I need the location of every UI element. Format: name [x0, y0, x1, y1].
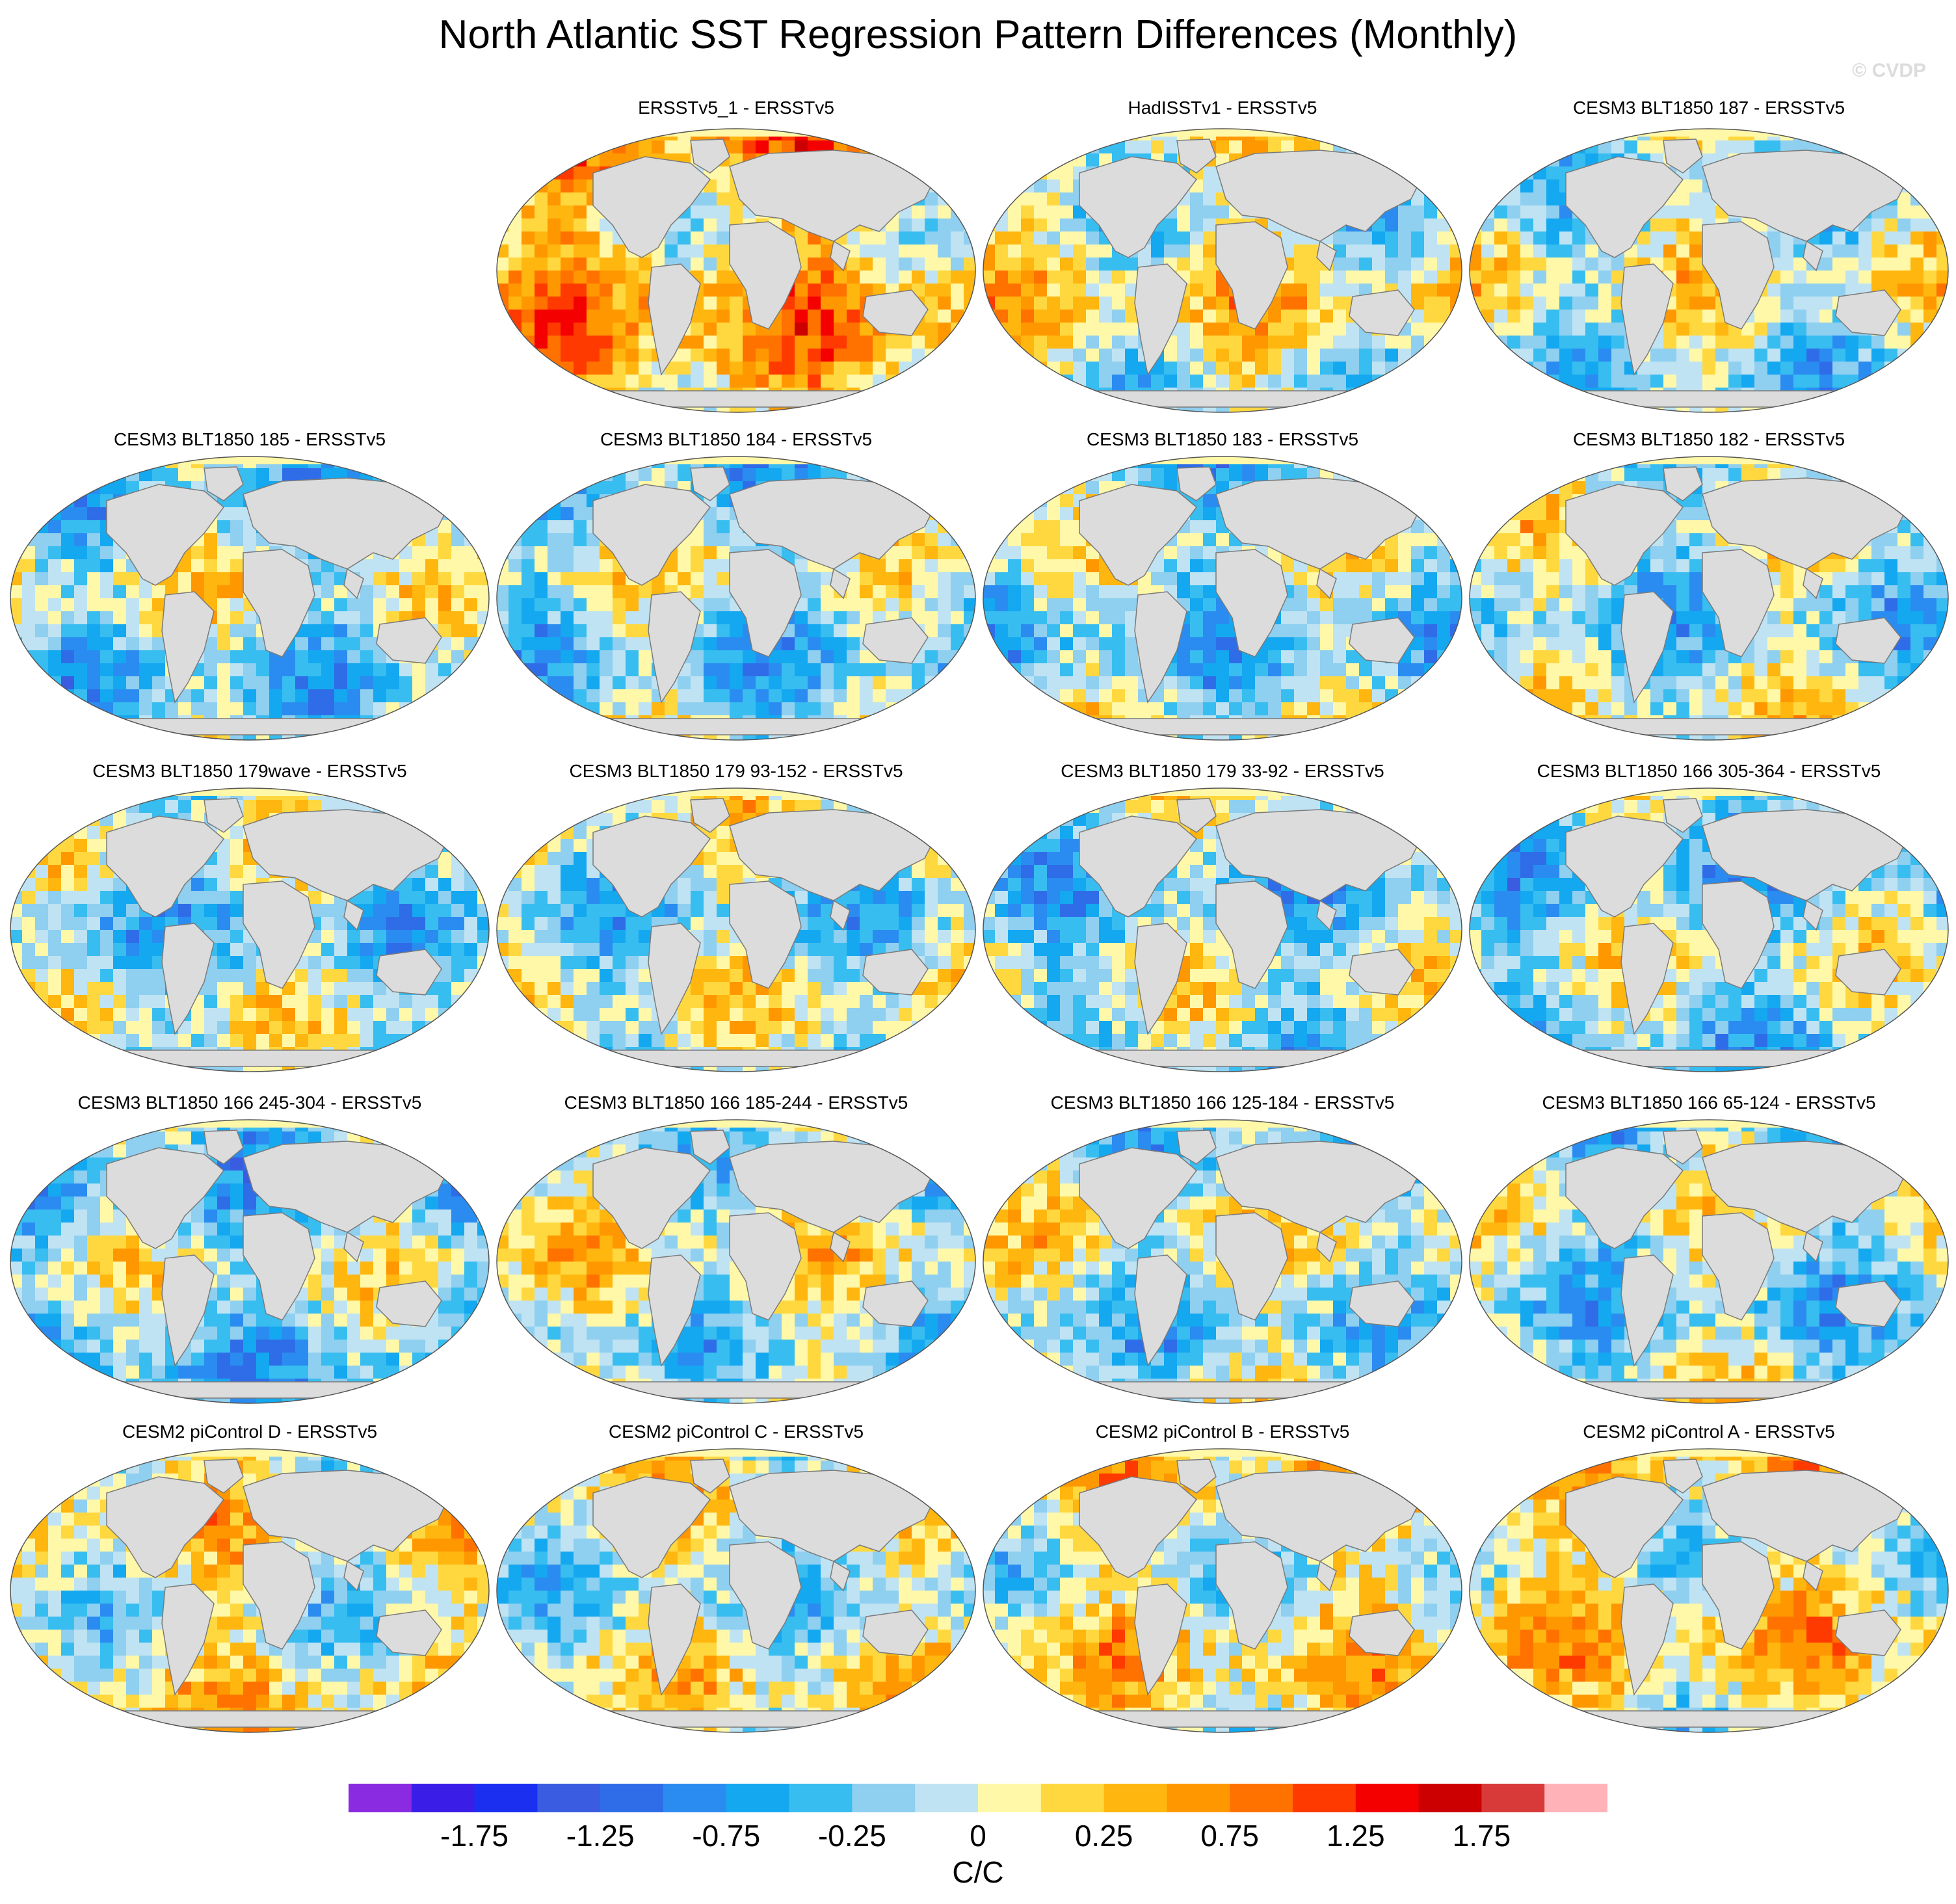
colorbar-swatch	[726, 1784, 790, 1812]
panel-title: ERSSTv5_1 - ERSSTv5	[638, 98, 834, 118]
colorbar-tick-label: 0.75	[1200, 1819, 1259, 1853]
colorbar-swatch	[1104, 1784, 1167, 1812]
colorbar-swatch	[600, 1784, 664, 1812]
colorbar-swatch	[1293, 1784, 1356, 1812]
panel-title: CESM3 BLT1850 183 - ERSSTv5	[1086, 429, 1359, 449]
colorbar-swatch	[1355, 1784, 1420, 1812]
colorbar-swatch	[411, 1784, 475, 1812]
sst-difference-map	[983, 128, 1462, 413]
colorbar	[349, 1784, 1607, 1812]
colorbar-swatch	[474, 1784, 538, 1812]
panel-title: CESM3 BLT1850 166 125-184 - ERSSTv5	[1050, 1092, 1395, 1113]
panel-title: CESM3 BLT1850 166 305-364 - ERSSTv5	[1537, 761, 1881, 781]
sst-difference-map	[983, 1119, 1462, 1404]
sst-difference-map	[1469, 787, 1949, 1072]
colorbar-swatch	[915, 1784, 979, 1812]
sst-difference-map	[10, 1119, 490, 1404]
sst-difference-map	[1469, 1119, 1949, 1404]
colorbar-tick-label: 0.25	[1074, 1819, 1133, 1853]
colorbar-tick-label: -0.75	[692, 1819, 761, 1853]
colorbar-units: C/C	[952, 1855, 1004, 1889]
colorbar-swatch	[978, 1784, 1042, 1812]
sst-difference-map	[496, 456, 976, 741]
colorbar-swatch	[789, 1784, 852, 1812]
panel-title: CESM3 BLT1850 187 - ERSSTv5	[1572, 98, 1845, 118]
colorbar-swatch	[1167, 1784, 1230, 1812]
panel-title: CESM3 BLT1850 166 185-244 - ERSSTv5	[564, 1092, 908, 1113]
colorbar-swatch	[1481, 1784, 1545, 1812]
panel-title: CESM3 BLT1850 184 - ERSSTv5	[600, 429, 873, 449]
colorbar-tick-label: -1.25	[566, 1819, 635, 1853]
colorbar-swatch	[349, 1784, 412, 1812]
sst-difference-map	[983, 787, 1462, 1072]
sst-difference-map	[983, 1448, 1462, 1733]
sst-difference-map	[496, 128, 976, 413]
colorbar-swatch	[1230, 1784, 1293, 1812]
panel-title: CESM2 piControl A - ERSSTv5	[1583, 1421, 1835, 1442]
panel-title: CESM2 piControl B - ERSSTv5	[1095, 1421, 1350, 1442]
sst-difference-map	[496, 1448, 976, 1733]
colorbar-swatch	[1544, 1784, 1607, 1812]
sst-difference-map	[983, 456, 1462, 741]
colorbar-swatch	[1418, 1784, 1482, 1812]
sst-difference-map	[1469, 128, 1949, 413]
colorbar-swatch	[852, 1784, 916, 1812]
panel-title: CESM3 BLT1850 179 93-152 - ERSSTv5	[569, 761, 903, 781]
sst-difference-map	[10, 1448, 490, 1733]
colorbar-tick-label: 0	[970, 1819, 986, 1853]
colorbar-tick-label: 1.25	[1327, 1819, 1385, 1853]
sst-difference-map	[10, 456, 490, 741]
colorbar-swatch	[1040, 1784, 1105, 1812]
colorbar-swatch	[537, 1784, 601, 1812]
panel-title: CESM3 BLT1850 179wave - ERSSTv5	[92, 761, 407, 781]
panel-title: CESM3 BLT1850 185 - ERSSTv5	[113, 429, 386, 449]
panel-title: CESM3 BLT1850 166 65-124 - ERSSTv5	[1542, 1092, 1876, 1113]
panel-title: CESM3 BLT1850 179 33-92 - ERSSTv5	[1061, 761, 1384, 781]
panel-title: CESM3 BLT1850 166 245-304 - ERSSTv5	[77, 1092, 422, 1113]
sst-difference-map	[496, 1119, 976, 1404]
colorbar-tick-label: -1.75	[440, 1819, 509, 1853]
panel-title: HadISSTv1 - ERSSTv5	[1128, 98, 1317, 118]
sst-difference-map	[496, 787, 976, 1072]
colorbar-swatch	[663, 1784, 727, 1812]
panel-title: CESM3 BLT1850 182 - ERSSTv5	[1572, 429, 1845, 449]
sst-difference-map	[10, 787, 490, 1072]
sst-difference-map	[1469, 1448, 1949, 1733]
panel-title: CESM2 piControl C - ERSSTv5	[608, 1421, 864, 1442]
figure-title: North Atlantic SST Regression Pattern Di…	[438, 12, 1518, 57]
sst-difference-map	[1469, 456, 1949, 741]
colorbar-tick-label: 1.75	[1452, 1819, 1511, 1853]
watermark: © CVDP	[1852, 60, 1926, 81]
panel-title: CESM2 piControl D - ERSSTv5	[122, 1421, 378, 1442]
colorbar-tick-label: -0.25	[817, 1819, 886, 1853]
